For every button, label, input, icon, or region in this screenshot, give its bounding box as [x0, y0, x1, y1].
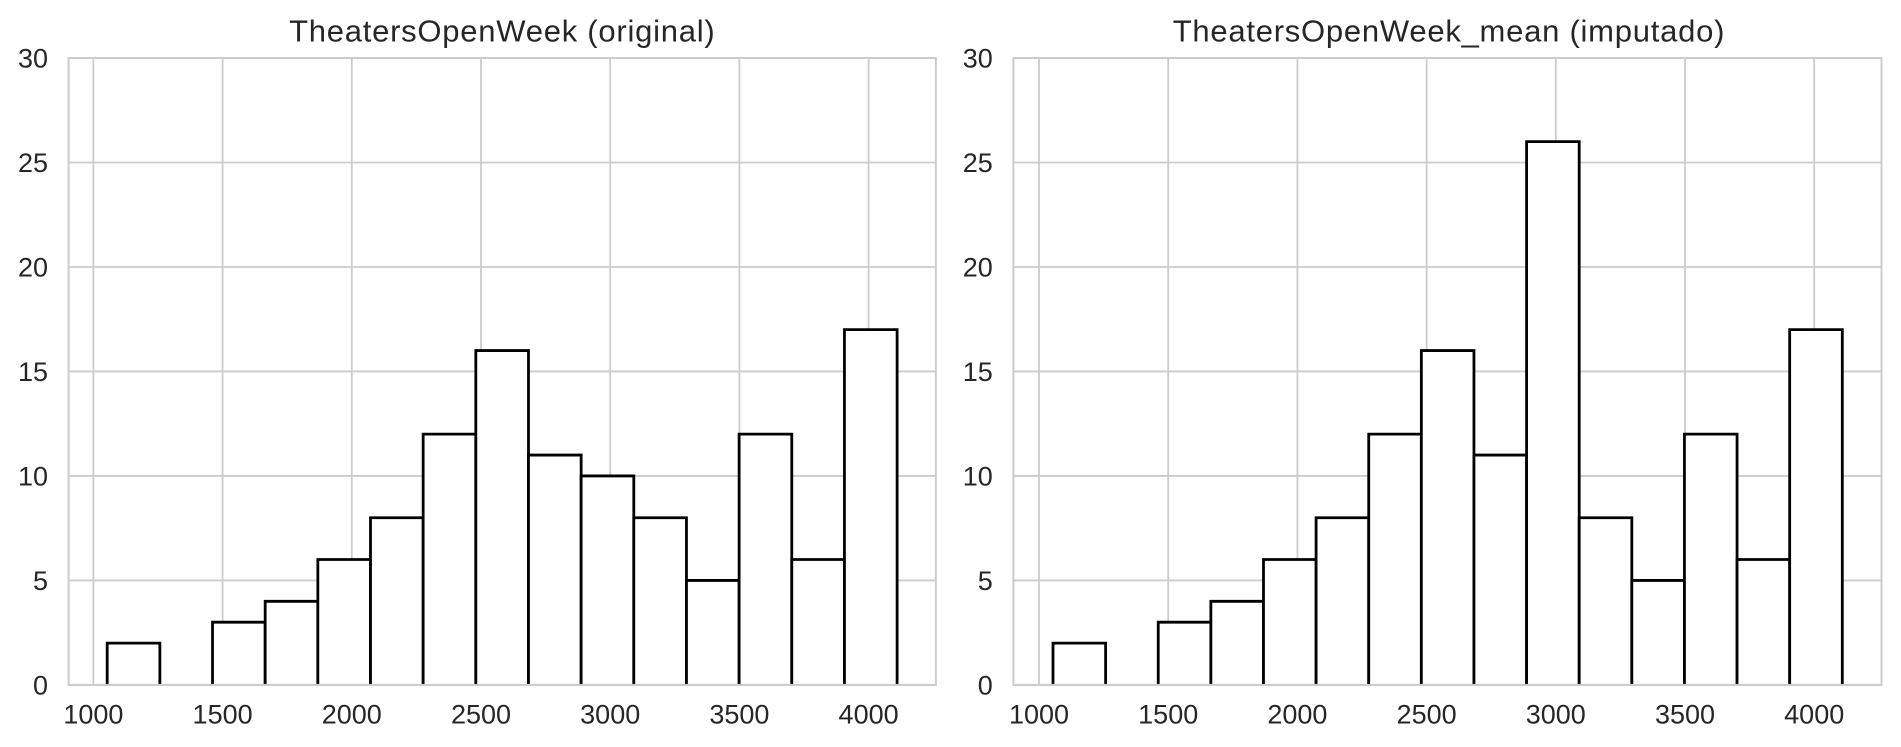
svg-text:20: 20 — [963, 253, 993, 283]
svg-text:0: 0 — [33, 671, 48, 701]
svg-text:1000: 1000 — [63, 700, 123, 730]
svg-text:2000: 2000 — [1267, 700, 1327, 730]
svg-text:2500: 2500 — [1397, 700, 1457, 730]
svg-text:4000: 4000 — [839, 700, 899, 730]
svg-text:1000: 1000 — [1009, 700, 1069, 730]
svg-text:3000: 3000 — [580, 700, 640, 730]
svg-text:3500: 3500 — [1655, 700, 1715, 730]
svg-text:4000: 4000 — [1784, 700, 1844, 730]
svg-text:5: 5 — [978, 566, 993, 596]
svg-text:3000: 3000 — [1526, 700, 1586, 730]
svg-text:30: 30 — [18, 44, 48, 74]
svg-text:25: 25 — [18, 148, 48, 178]
svg-text:0: 0 — [978, 671, 993, 701]
svg-text:15: 15 — [18, 357, 48, 387]
svg-text:10: 10 — [18, 462, 48, 492]
svg-text:5: 5 — [33, 566, 48, 596]
svg-text:2000: 2000 — [322, 700, 382, 730]
svg-text:30: 30 — [963, 44, 993, 74]
svg-text:10: 10 — [963, 462, 993, 492]
svg-text:1500: 1500 — [1138, 700, 1198, 730]
svg-text:15: 15 — [963, 357, 993, 387]
svg-text:20: 20 — [18, 253, 48, 283]
svg-text:2500: 2500 — [451, 700, 511, 730]
svg-text:TheatersOpenWeek_mean (imputad: TheatersOpenWeek_mean (imputado) — [1173, 14, 1725, 49]
svg-text:TheatersOpenWeek (original): TheatersOpenWeek (original) — [289, 14, 715, 49]
svg-text:3500: 3500 — [709, 700, 769, 730]
svg-text:1500: 1500 — [193, 700, 253, 730]
svg-text:25: 25 — [963, 148, 993, 178]
